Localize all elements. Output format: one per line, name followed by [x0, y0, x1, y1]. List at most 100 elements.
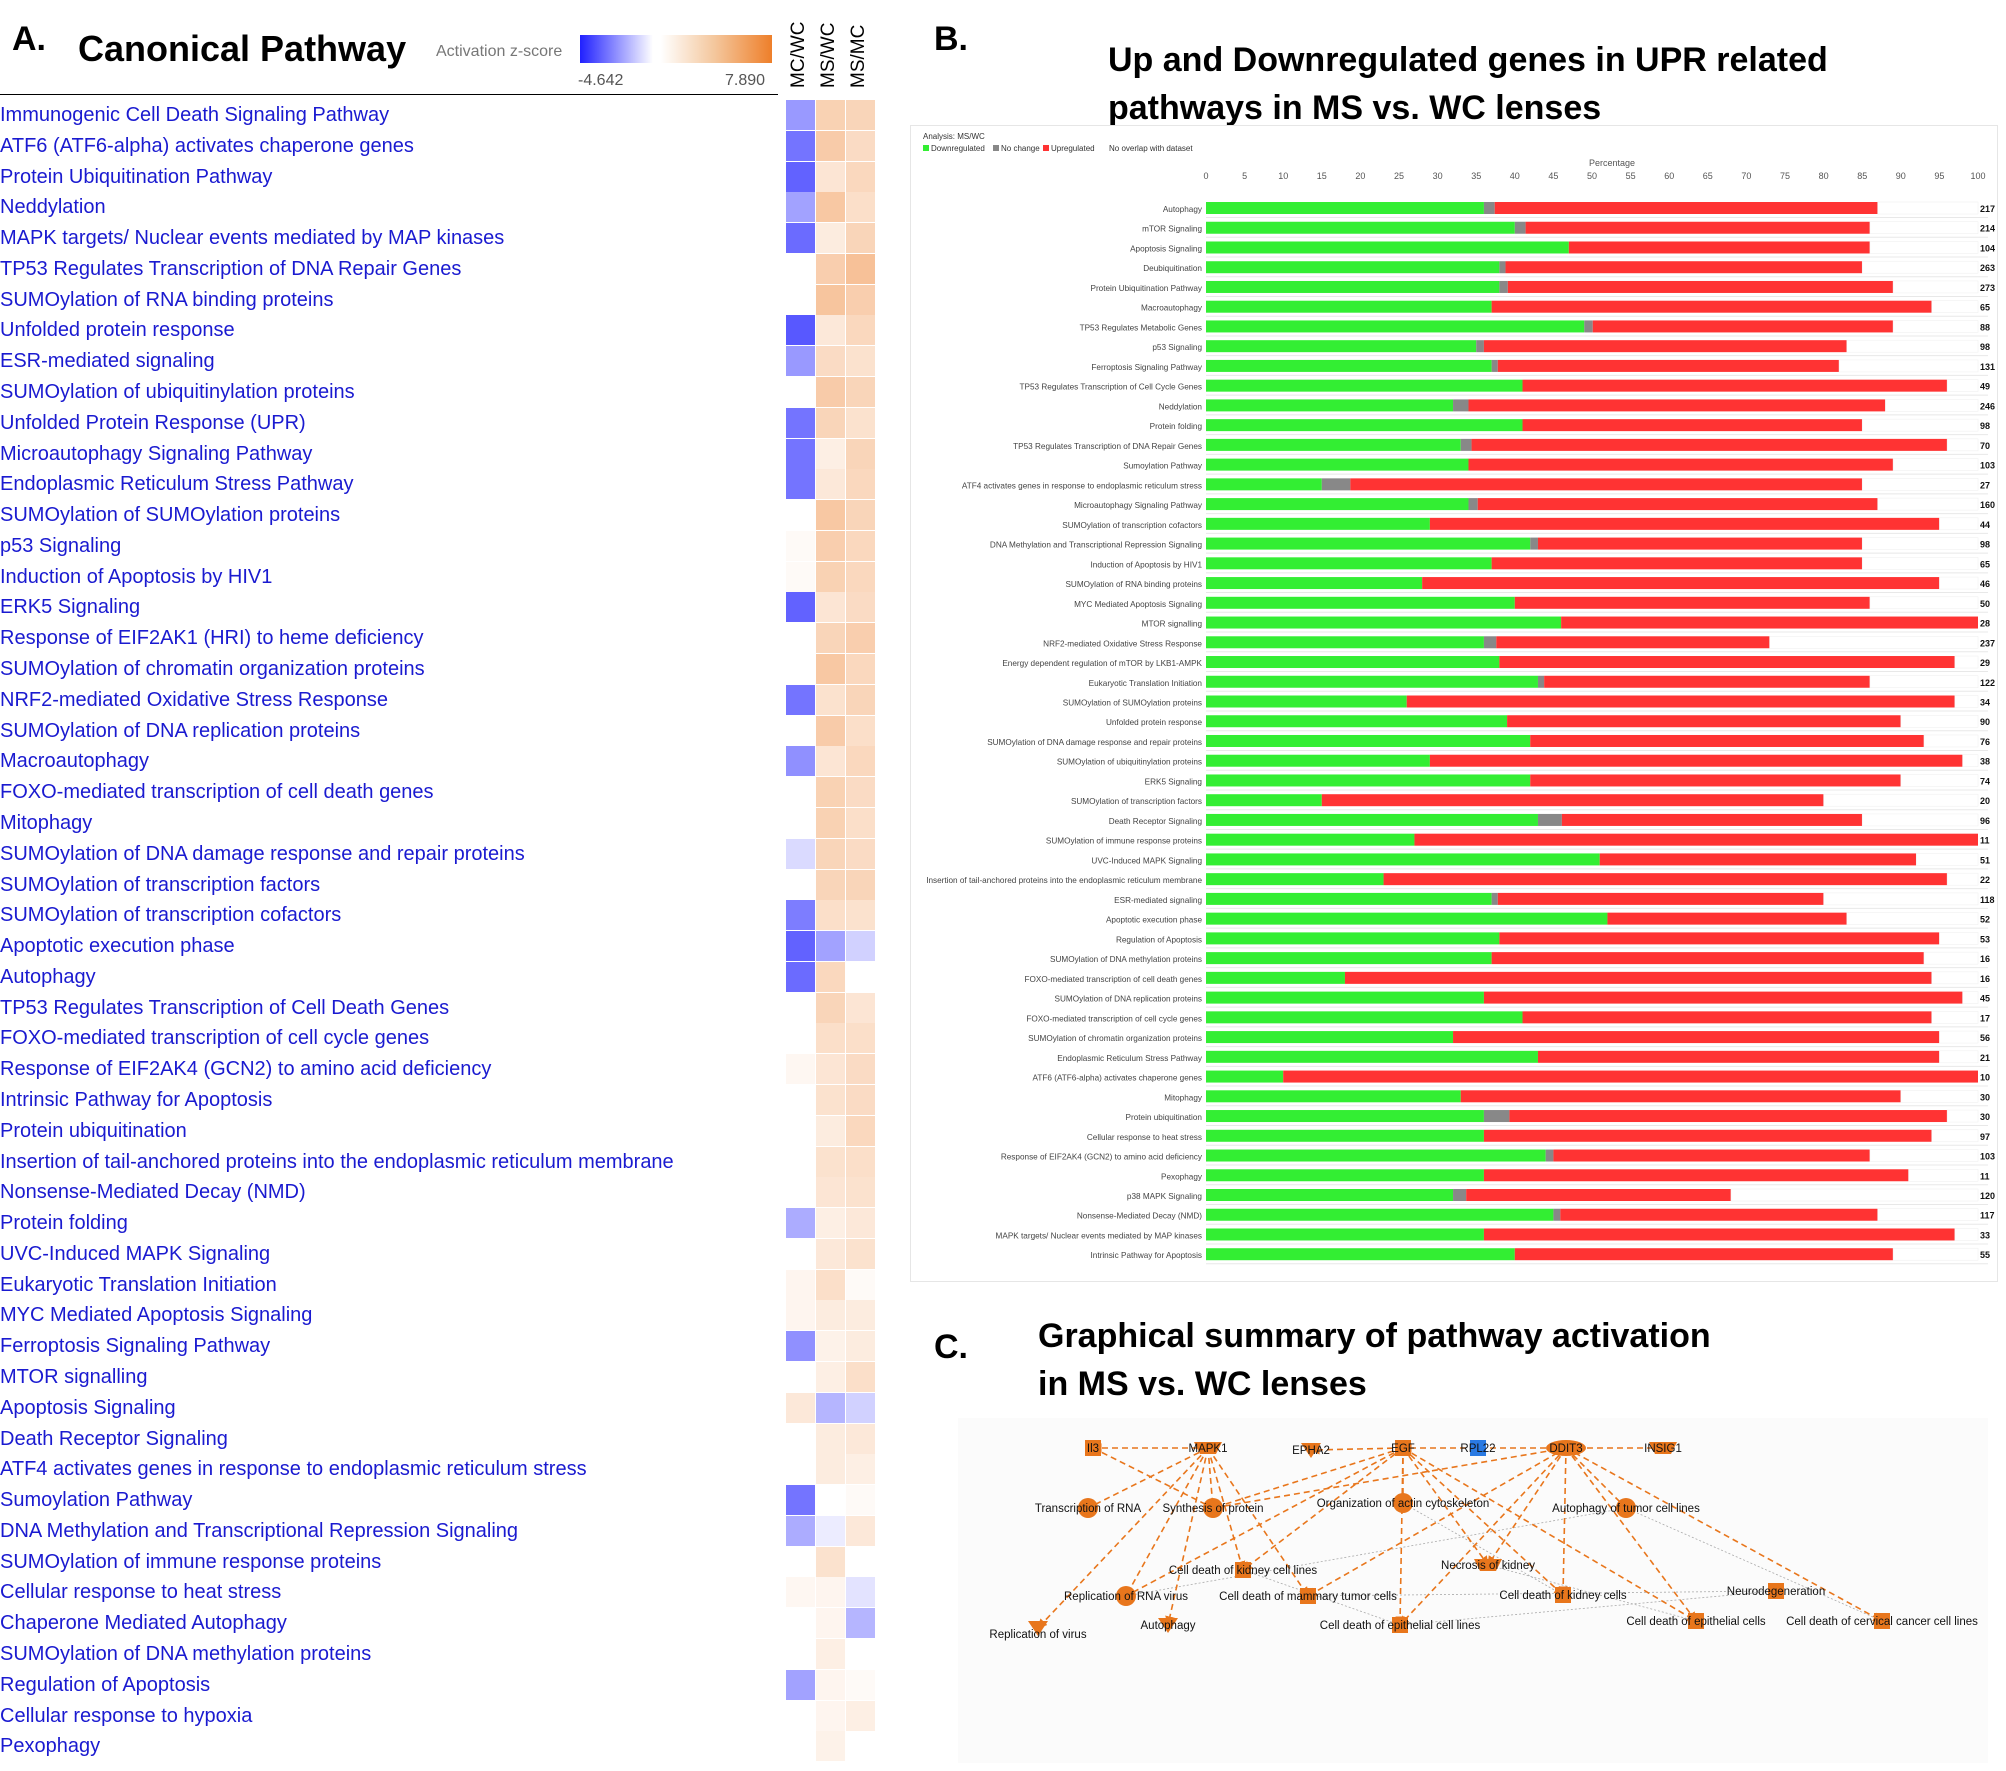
pathway-label[interactable]: Protein Ubiquitination Pathway [0, 165, 273, 188]
bar-upregulated[interactable] [1522, 1011, 1932, 1024]
pathway-label[interactable]: SUMOylation of DNA damage response and r… [0, 842, 525, 865]
bar-no-change[interactable] [1453, 1189, 1467, 1201]
bar-downregulated[interactable] [1206, 1129, 1484, 1142]
network-node-ddit3[interactable]: DDIT3 [1546, 1440, 1586, 1456]
bar-downregulated[interactable] [1206, 873, 1384, 886]
bar-upregulated[interactable] [1568, 241, 1870, 254]
pathway-label[interactable]: Insertion of tail-anchored proteins into… [0, 1150, 674, 1173]
bar-no-change[interactable] [1553, 1208, 1561, 1221]
pathway-label[interactable]: Unfolded protein response [0, 319, 235, 342]
bar-downregulated[interactable] [1206, 1110, 1484, 1123]
bar-upregulated[interactable] [1283, 1070, 1978, 1083]
bar-upregulated[interactable] [1344, 971, 1932, 984]
pathway-label[interactable]: Ferroptosis Signaling Pathway [0, 1335, 271, 1358]
bar-downregulated[interactable] [1206, 1149, 1546, 1162]
bar-downregulated[interactable] [1206, 932, 1500, 945]
bar-downregulated[interactable] [1206, 991, 1484, 1004]
bar-downregulated[interactable] [1206, 1090, 1461, 1103]
bar-downregulated[interactable] [1206, 419, 1523, 432]
pathway-label[interactable]: Pexophagy [0, 1735, 101, 1758]
bar-no-change[interactable] [1530, 537, 1538, 550]
bar-upregulated[interactable] [1494, 202, 1878, 214]
pathway-label[interactable]: SUMOylation of transcription factors [0, 873, 321, 896]
bar-downregulated[interactable] [1206, 498, 1469, 511]
bar-downregulated[interactable] [1206, 971, 1345, 984]
pathway-label[interactable]: ATF6 (ATF6-alpha) activates chaperone ge… [0, 134, 414, 157]
bar-upregulated[interactable] [1321, 794, 1824, 807]
bar-no-change[interactable] [1483, 636, 1497, 649]
bar-no-change[interactable] [1453, 399, 1469, 412]
bar-no-change[interactable] [1537, 675, 1545, 688]
bar-downregulated[interactable] [1206, 636, 1484, 649]
bar-upregulated[interactable] [1491, 952, 1924, 965]
pathway-label[interactable]: Nonsense-Mediated Decay (NMD) [0, 1181, 306, 1204]
bar-upregulated[interactable] [1553, 1149, 1870, 1162]
pathway-label[interactable]: SUMOylation of DNA methylation proteins [0, 1643, 372, 1665]
pathway-label[interactable]: SUMOylation of chromatin organization pr… [0, 658, 425, 681]
pathway-label[interactable]: ERK5 Signaling [0, 596, 141, 619]
bar-upregulated[interactable] [1497, 892, 1824, 905]
bar-downregulated[interactable] [1206, 241, 1569, 254]
network-node-il3[interactable]: Il3 [1085, 1440, 1101, 1456]
pathway-label[interactable]: SUMOylation of RNA binding proteins [0, 288, 334, 311]
bar-downregulated[interactable] [1206, 1011, 1523, 1024]
bar-downregulated[interactable] [1206, 340, 1477, 353]
bar-downregulated[interactable] [1206, 656, 1500, 669]
bar-upregulated[interactable] [1499, 656, 1955, 669]
bar-upregulated[interactable] [1471, 438, 1948, 451]
pathway-label[interactable]: Macroautophagy [0, 750, 149, 773]
network-node-trna[interactable]: Transcription of RNA [1035, 1498, 1142, 1518]
bar-upregulated[interactable] [1477, 498, 1878, 511]
bar-upregulated[interactable] [1483, 340, 1847, 353]
bar-downregulated[interactable] [1206, 1050, 1538, 1063]
bar-upregulated[interactable] [1561, 813, 1863, 826]
pathway-label[interactable]: DNA Methylation and Transcriptional Repr… [0, 1519, 519, 1542]
bar-downregulated[interactable] [1206, 952, 1492, 965]
bar-downregulated[interactable] [1206, 1070, 1284, 1083]
bar-upregulated[interactable] [1522, 379, 1948, 392]
bar-no-change[interactable] [1460, 438, 1472, 451]
bar-downregulated[interactable] [1206, 813, 1538, 826]
bar-downregulated[interactable] [1206, 1169, 1484, 1182]
bar-upregulated[interactable] [1460, 1090, 1901, 1103]
bar-downregulated[interactable] [1206, 280, 1500, 293]
bar-downregulated[interactable] [1206, 1189, 1454, 1201]
pathway-label[interactable]: SUMOylation of immune response proteins [0, 1550, 382, 1573]
pathway-label[interactable]: TP53 Regulates Transcription of Cell Dea… [0, 996, 450, 1019]
bar-downregulated[interactable] [1206, 912, 1608, 925]
bar-downregulated[interactable] [1206, 616, 1562, 629]
bar-upregulated[interactable] [1406, 695, 1955, 708]
pathway-label[interactable]: Mitophagy [0, 811, 93, 834]
bar-upregulated[interactable] [1514, 596, 1870, 609]
bar-no-change[interactable] [1499, 280, 1508, 293]
pathway-label[interactable]: SUMOylation of transcription cofactors [0, 904, 342, 927]
pathway-label[interactable]: Apoptotic execution phase [0, 935, 235, 958]
pathway-label[interactable]: MTOR signalling [0, 1365, 148, 1388]
bar-downregulated[interactable] [1206, 1208, 1554, 1221]
bar-upregulated[interactable] [1599, 853, 1917, 866]
pathway-label[interactable]: Eukaryotic Translation Initiation [0, 1273, 277, 1296]
pathway-label[interactable]: p53 Signaling [0, 534, 122, 557]
pathway-label[interactable]: ATF4 activates genes in response to endo… [0, 1458, 587, 1481]
bar-downregulated[interactable] [1206, 596, 1515, 609]
bar-upregulated[interactable] [1422, 577, 1940, 590]
bar-downregulated[interactable] [1206, 1031, 1454, 1044]
bar-downregulated[interactable] [1206, 537, 1531, 550]
network-node-mapk1[interactable]: MAPK1 [1189, 1442, 1228, 1455]
bar-upregulated[interactable] [1483, 1169, 1909, 1182]
bar-downregulated[interactable] [1206, 695, 1407, 708]
bar-downregulated[interactable] [1206, 715, 1508, 728]
pathway-label[interactable]: ESR-mediated signaling [0, 350, 215, 373]
bar-upregulated[interactable] [1522, 419, 1863, 432]
bar-upregulated[interactable] [1505, 261, 1863, 274]
bar-no-change[interactable] [1483, 1110, 1510, 1123]
bar-upregulated[interactable] [1496, 636, 1770, 649]
network-node-cdmam[interactable]: Cell death of mammary tumor cells [1219, 1588, 1397, 1604]
pathway-label[interactable]: Cellular response to heat stress [0, 1581, 282, 1604]
pathway-label[interactable]: UVC-Induced MAPK Signaling [0, 1242, 271, 1265]
network-node-cdkidc[interactable]: Cell death of kidney cells [1499, 1587, 1627, 1603]
bar-upregulated[interactable] [1491, 557, 1863, 570]
network-node-synprot[interactable]: Synthesis of protein [1162, 1498, 1264, 1518]
network-node-cdcerv[interactable]: Cell death of cervical cancer cell lines [1786, 1613, 1978, 1629]
bar-upregulated[interactable] [1509, 1110, 1948, 1123]
